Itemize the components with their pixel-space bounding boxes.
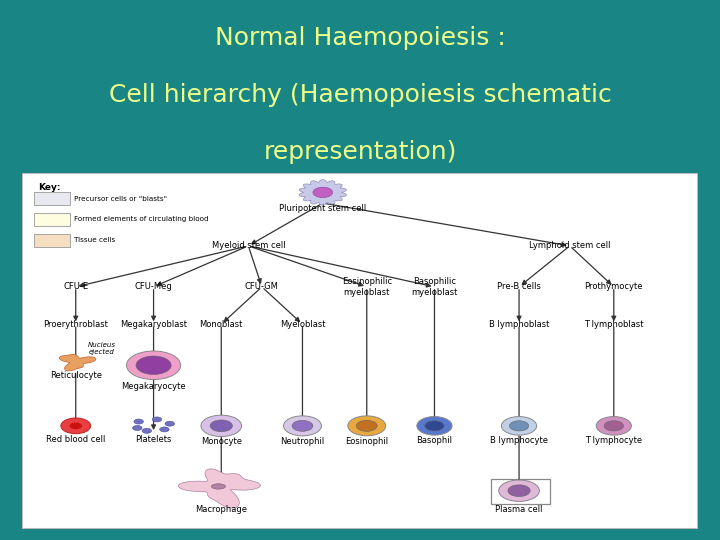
- Circle shape: [127, 351, 181, 380]
- Text: Monoblast: Monoblast: [199, 320, 243, 329]
- Text: Cell hierarchy (Haemopoiesis schematic: Cell hierarchy (Haemopoiesis schematic: [109, 83, 611, 107]
- Text: Megakaryocyte: Megakaryocyte: [121, 382, 186, 392]
- Polygon shape: [299, 180, 346, 205]
- Circle shape: [201, 415, 241, 436]
- Circle shape: [132, 426, 142, 430]
- Text: T lymphocyte: T lymphocyte: [585, 436, 642, 445]
- Text: Platelets: Platelets: [135, 435, 172, 444]
- Text: CFU-Meg: CFU-Meg: [135, 282, 173, 292]
- Circle shape: [152, 417, 162, 422]
- Text: B lymphocyte: B lymphocyte: [490, 436, 548, 445]
- Circle shape: [136, 356, 171, 375]
- Circle shape: [509, 421, 528, 431]
- Text: CFU-GM: CFU-GM: [245, 282, 279, 292]
- Text: B lymphoblast: B lymphoblast: [489, 320, 549, 329]
- Text: Myeloid stem cell: Myeloid stem cell: [212, 241, 285, 251]
- Text: Formed elements of circulating blood: Formed elements of circulating blood: [74, 217, 209, 222]
- Circle shape: [604, 421, 624, 431]
- Circle shape: [501, 416, 536, 435]
- Text: Key:: Key:: [39, 184, 61, 192]
- Text: Macrophage: Macrophage: [195, 505, 247, 514]
- Text: Pluripotent stem cell: Pluripotent stem cell: [279, 204, 366, 213]
- Polygon shape: [179, 469, 261, 508]
- Text: representation): representation): [264, 140, 456, 164]
- Circle shape: [356, 420, 377, 431]
- FancyBboxPatch shape: [35, 192, 70, 205]
- Circle shape: [348, 416, 386, 436]
- Text: Lymphoid stem cell: Lymphoid stem cell: [529, 241, 611, 251]
- Text: Plasma cell: Plasma cell: [495, 505, 543, 514]
- Circle shape: [313, 187, 333, 198]
- Circle shape: [417, 416, 452, 435]
- Circle shape: [292, 420, 313, 431]
- Text: Normal Haemopoiesis :: Normal Haemopoiesis :: [215, 26, 505, 50]
- Text: Red blood cell: Red blood cell: [46, 435, 105, 444]
- Text: Reticulocyte: Reticulocyte: [50, 372, 102, 380]
- Text: Basophilic
myeloblast: Basophilic myeloblast: [411, 277, 458, 296]
- Circle shape: [134, 419, 143, 424]
- Text: Nucleus
ejected: Nucleus ejected: [87, 342, 115, 355]
- Text: Pre-B cells: Pre-B cells: [497, 282, 541, 292]
- Text: Precursor cells or "blasts": Precursor cells or "blasts": [74, 196, 168, 202]
- Text: Megakaryoblast: Megakaryoblast: [120, 320, 187, 329]
- FancyBboxPatch shape: [35, 234, 70, 247]
- Circle shape: [596, 416, 631, 435]
- Circle shape: [508, 485, 530, 497]
- Circle shape: [160, 427, 169, 432]
- FancyBboxPatch shape: [22, 173, 698, 529]
- Circle shape: [210, 420, 233, 431]
- Circle shape: [142, 428, 151, 433]
- Text: T lymphoblast: T lymphoblast: [584, 320, 644, 329]
- Text: Eosinophil: Eosinophil: [345, 436, 388, 446]
- Circle shape: [165, 421, 174, 426]
- Circle shape: [499, 480, 539, 502]
- Circle shape: [425, 421, 444, 431]
- FancyBboxPatch shape: [35, 213, 70, 226]
- Text: CFU-E: CFU-E: [63, 282, 89, 292]
- Polygon shape: [59, 354, 96, 371]
- Text: Neutrophil: Neutrophil: [280, 436, 325, 446]
- Circle shape: [61, 418, 91, 434]
- Text: Monocyte: Monocyte: [201, 437, 242, 446]
- Circle shape: [284, 416, 321, 436]
- Circle shape: [70, 423, 82, 429]
- Text: Prothymocyte: Prothymocyte: [585, 282, 643, 292]
- Text: Proerythroblast: Proerythroblast: [43, 320, 108, 329]
- Text: Basophil: Basophil: [416, 436, 452, 445]
- Text: Eosinophilic
myeloblast: Eosinophilic myeloblast: [342, 277, 392, 296]
- Text: Myeloblast: Myeloblast: [280, 320, 325, 329]
- Text: Tissue cells: Tissue cells: [74, 237, 116, 243]
- Ellipse shape: [211, 484, 225, 489]
